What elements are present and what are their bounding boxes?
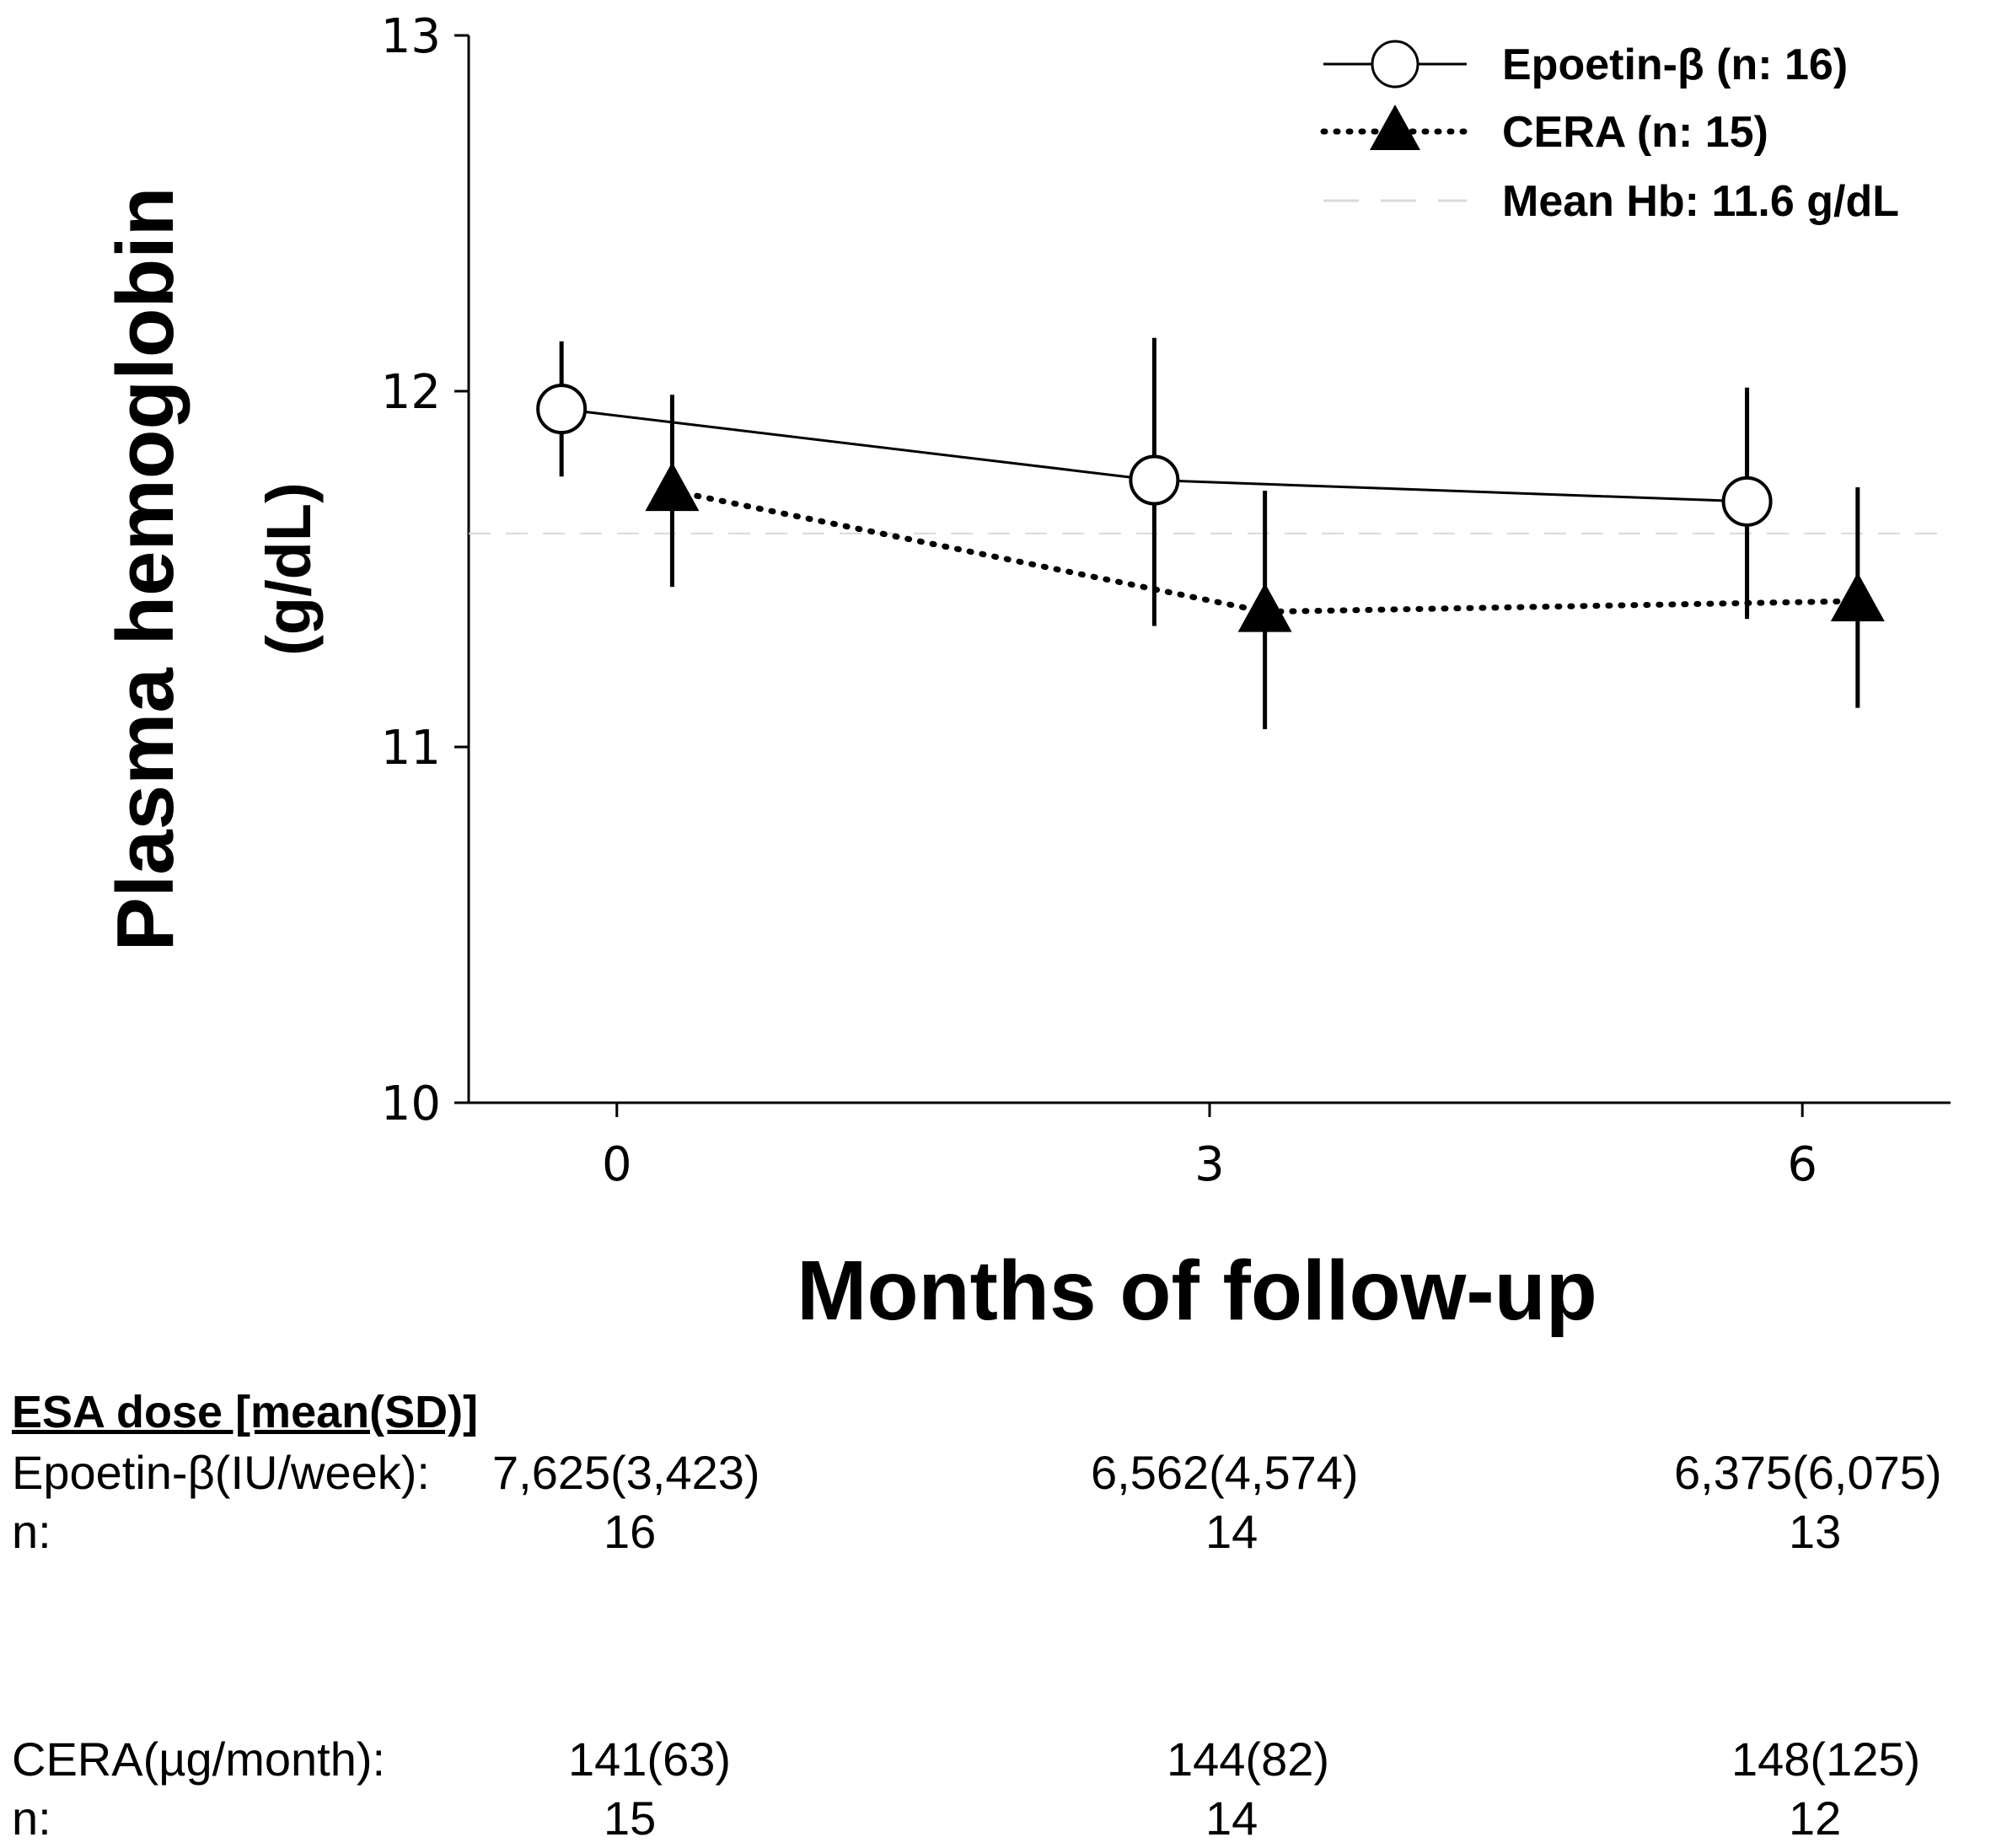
- epo-dose-month-3: 6,562(4,574): [1091, 1446, 1359, 1499]
- tick-layer: 10 11 12 13 0 3 6: [381, 9, 1817, 1192]
- y-tick-label-10: 10: [381, 1077, 441, 1131]
- epo-dose-label: Epoetin-β(IU/week):: [12, 1446, 430, 1499]
- epo-point-3: [1129, 454, 1180, 506]
- cera-n-month-6: 12: [1789, 1792, 1842, 1845]
- dose-table-title: ESA dose [mean(SD)]: [12, 1387, 479, 1437]
- legend: Epoetin-β (n: 16) CERA (n: 15) Mean Hb: …: [1320, 40, 1899, 226]
- legend-epo-label: Epoetin-β (n: 16): [1502, 40, 1848, 89]
- cera-point-0: [645, 462, 700, 512]
- epo-n-month-0: 16: [604, 1505, 657, 1558]
- cera-dose-month-0: 141(63): [568, 1732, 732, 1786]
- epo-n-label: n:: [12, 1505, 51, 1558]
- hemoglobin-chart: 10 11 12 13 0 3 6 Months of follow-up Plasma h…: [100, 9, 1951, 1338]
- y-axis-title: Plasma hemoglobin: [100, 187, 191, 952]
- x-tick-label-3: 3: [1194, 1137, 1225, 1192]
- y-axis-unit: (g/dL): [254, 482, 324, 655]
- cera-n-row: n: 15 14 12: [12, 1789, 1984, 1848]
- epo-n-month-6: 13: [1789, 1505, 1842, 1558]
- cera-dose-month-6: 148(125): [1731, 1732, 1921, 1786]
- cera-point-6: [1830, 572, 1885, 621]
- cera-n-month-3: 14: [1205, 1792, 1258, 1845]
- legend-reference-label: Mean Hb: 11.6 g/dL: [1502, 177, 1899, 226]
- cera-dose-month-3: 144(82): [1167, 1732, 1330, 1786]
- cera-dose-label: CERA(µg/month):: [12, 1732, 386, 1786]
- esa-dose-table: ESA dose [mean(SD)] Epoetin-β(IU/week): …: [12, 1383, 1984, 1848]
- x-axis-title: Months of follow-up: [797, 1244, 1597, 1338]
- x-tick-label-0: 0: [602, 1137, 632, 1192]
- cera-n-label: n:: [12, 1792, 51, 1845]
- epo-dose-row: Epoetin-β(IU/week): 7,625(3,423) 6,562(4…: [12, 1443, 1984, 1502]
- dose-table-spacer: [12, 1561, 1984, 1730]
- epo-dose-month-0: 7,625(3,423): [492, 1446, 760, 1499]
- cera-dose-row: CERA(µg/month): 141(63) 144(82) 148(125): [12, 1730, 1984, 1789]
- cera-n-month-0: 15: [604, 1792, 657, 1845]
- series-layer: [536, 337, 1885, 729]
- y-tick-label-12: 12: [381, 365, 441, 420]
- y-tick-label-13: 13: [381, 9, 441, 64]
- legend-cera-marker: [1370, 105, 1420, 150]
- epo-point-0: [536, 384, 588, 435]
- epo-dose-month-6: 6,375(6,075): [1674, 1446, 1942, 1499]
- legend-cera-label: CERA (n: 15): [1502, 108, 1768, 157]
- y-tick-label-11: 11: [381, 721, 441, 776]
- epo-n-month-3: 14: [1205, 1505, 1258, 1558]
- legend-epo-marker: [1371, 40, 1419, 89]
- epo-n-row: n: 16 14 13: [12, 1502, 1984, 1561]
- epo-point-6: [1721, 475, 1773, 527]
- cera-point-3: [1237, 583, 1292, 632]
- x-tick-label-6: 6: [1787, 1137, 1817, 1192]
